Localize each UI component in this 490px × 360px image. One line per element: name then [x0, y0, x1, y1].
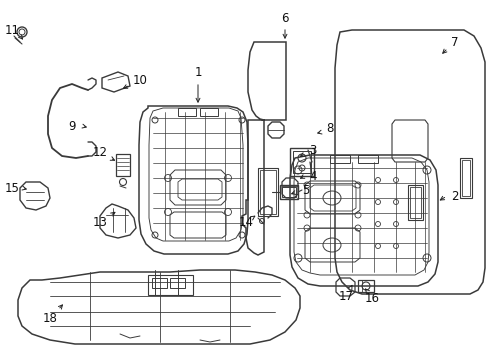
Text: 14: 14 — [239, 216, 253, 229]
Bar — [200, 108, 218, 116]
Bar — [116, 154, 130, 176]
Bar — [462, 160, 470, 196]
Text: 13: 13 — [93, 216, 107, 229]
Text: 12: 12 — [93, 145, 107, 158]
Bar — [330, 155, 350, 163]
Text: 3: 3 — [309, 144, 317, 157]
Bar — [258, 168, 278, 216]
Text: 9: 9 — [68, 120, 76, 132]
Text: 4: 4 — [309, 170, 317, 183]
Bar — [290, 148, 314, 176]
Text: 2: 2 — [451, 189, 459, 202]
Text: 1: 1 — [194, 66, 202, 78]
Text: 10: 10 — [133, 73, 147, 86]
Text: 5: 5 — [302, 184, 310, 197]
Text: 16: 16 — [365, 292, 379, 305]
Text: 8: 8 — [326, 122, 334, 135]
Bar — [410, 187, 421, 218]
Text: 15: 15 — [4, 181, 20, 194]
Bar — [148, 275, 193, 295]
Bar — [408, 185, 423, 220]
Bar — [260, 170, 276, 214]
Bar — [280, 185, 298, 199]
Text: 18: 18 — [43, 311, 57, 324]
Bar — [293, 151, 311, 173]
Text: 11: 11 — [4, 23, 20, 36]
Bar — [178, 108, 196, 116]
Bar — [170, 278, 185, 288]
Bar — [358, 155, 378, 163]
Text: 6: 6 — [281, 12, 289, 24]
Bar — [358, 280, 374, 292]
Text: 7: 7 — [451, 36, 459, 49]
Bar — [460, 158, 472, 198]
Text: 17: 17 — [339, 289, 353, 302]
Bar — [152, 278, 167, 288]
Bar — [282, 187, 296, 197]
